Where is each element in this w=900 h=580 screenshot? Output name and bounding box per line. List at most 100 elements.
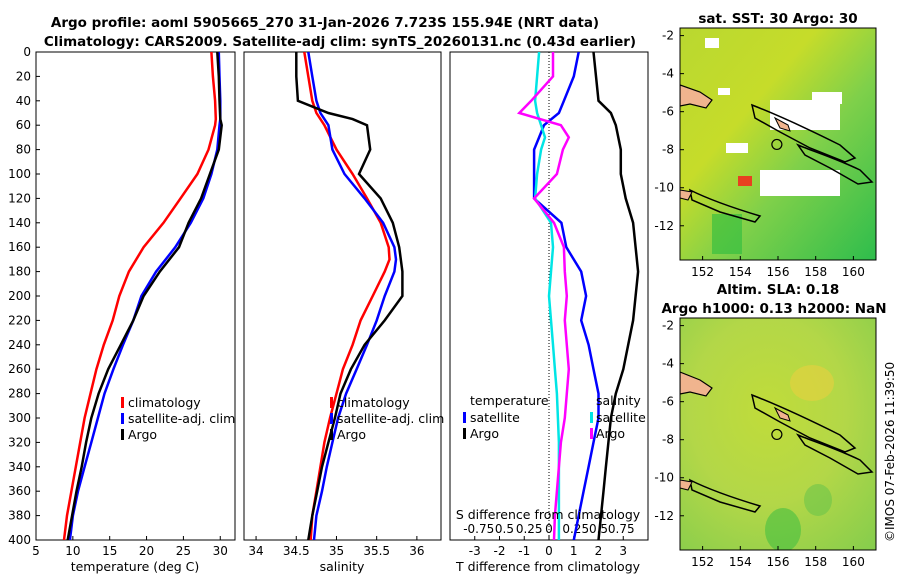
- t-difference-xlabel: T difference from climatology: [455, 559, 641, 574]
- sla-map-panel: Altim. SLA: 0.18 Argo h1000: 0.13 h2000:…: [654, 282, 886, 569]
- temperature-tick-labels: 5 10 15 20 25 30: [32, 536, 228, 558]
- figure-title-line1: Argo profile: aoml 5905665_270 31-Jan-20…: [51, 15, 599, 31]
- legend-climatology-swatch: [121, 397, 124, 408]
- bougainville-coast: [750, 103, 857, 163]
- cloud-gap: [760, 170, 840, 196]
- new-guinea-land: [680, 371, 713, 397]
- depth-tick-label: 0: [23, 45, 31, 59]
- legend-t-satellite-label: satellite: [470, 410, 520, 425]
- imos-credit: ©IMOS 07-Feb-2026 11:39:50: [883, 362, 897, 542]
- sst-field: [680, 28, 876, 260]
- salinity-series-satellite-adj-clim: [307, 52, 398, 540]
- legend-argo-swatch: [330, 429, 333, 440]
- depth-tick-label: 140: [8, 216, 31, 230]
- difference-series-salinity-satellite: [533, 52, 561, 540]
- lon-tick-label: 156: [767, 265, 790, 279]
- t-difference-tick-label: -1: [518, 544, 530, 558]
- lon-tick-label: 152: [691, 265, 714, 279]
- legend-satellite-label: satellite-adj. clim: [128, 411, 235, 426]
- depth-tick-label: 340: [8, 460, 31, 474]
- solomon-islands-coast: [795, 143, 874, 185]
- s-difference-tick-label: 0.5: [495, 522, 514, 536]
- png-land: [680, 189, 693, 201]
- depth-tick-label: 240: [8, 338, 31, 352]
- salinity-panel: 34 34.5 35 35.5 36 salinity climatology sate…: [243, 51, 444, 574]
- temperature-series-argo: [66, 52, 223, 540]
- lon-tick-label: 154: [729, 555, 752, 569]
- salinity-tick-label: 35: [329, 544, 344, 558]
- legend-salinity-title: salinity: [596, 393, 641, 408]
- png-land: [680, 479, 693, 491]
- sla-high: [790, 365, 834, 401]
- cloud-gap: [812, 92, 842, 104]
- solomon-islands-coast: [795, 433, 874, 475]
- lon-tick-label: 160: [842, 555, 865, 569]
- lon-tick-label: 160: [842, 265, 865, 279]
- legend-t-satellite-swatch: [463, 412, 466, 423]
- depth-tick-label: 400: [8, 533, 31, 547]
- t-difference-tick-label: 2: [595, 544, 603, 558]
- salinity-legend: climatology satellite-adj. clim Argo: [330, 395, 444, 442]
- difference-series-temperature-argo: [592, 52, 640, 540]
- salinity-xlabel: salinity: [320, 559, 365, 574]
- temperature-tick-label: 5: [32, 544, 40, 558]
- lat-tick-label: -4: [662, 67, 674, 81]
- png-coast: [688, 478, 762, 513]
- salinity-tick-labels: 34 34.5 35 35.5 36: [248, 536, 425, 558]
- s-difference-tick-labels: -0.75 0.5 0.25 0 0.25 0.5 0.75: [463, 522, 634, 536]
- depth-tick-label: 180: [8, 265, 31, 279]
- depth-tick-label: 200: [8, 289, 31, 303]
- bougainville-coast: [750, 393, 857, 453]
- sla-lon-tick-labels: 152 154 156 158 160: [691, 546, 865, 569]
- depth-tick-label: 100: [8, 167, 31, 181]
- lat-tick-label: -6: [662, 105, 674, 119]
- lat-tick-label: -2: [662, 319, 674, 333]
- depth-tick-label: 380: [8, 509, 31, 523]
- depth-tick-label: 80: [16, 143, 31, 157]
- legend-satellite-swatch: [121, 413, 124, 424]
- lon-tick-label: 152: [691, 555, 714, 569]
- difference-lines: [516, 52, 640, 540]
- depth-tick-label: 360: [8, 484, 31, 498]
- depth-tick-label: 220: [8, 313, 31, 327]
- legend-s-argo-swatch: [590, 428, 593, 439]
- temperature-tick-label: 15: [102, 544, 117, 558]
- temperature-tick-label: 10: [65, 544, 80, 558]
- legend-s-satellite-swatch: [590, 412, 593, 423]
- argo-position-marker: [771, 428, 783, 441]
- legend-climatology-label: climatology: [337, 395, 410, 410]
- cloud-gap: [718, 88, 730, 95]
- lon-tick-label: 158: [804, 555, 827, 569]
- temperature-panel: 0 20 40 60 80 100 120 140 160 180 200 220 240 260 280 3…: [8, 45, 236, 574]
- legend-argo-label: Argo: [337, 427, 366, 442]
- salinity-lines: [295, 52, 404, 540]
- s-difference-xlabel: S difference from climatology: [456, 507, 641, 522]
- s-difference-tick-label: 0.25: [516, 522, 543, 536]
- legend-climatology-label: climatology: [128, 395, 201, 410]
- s-difference-tick-label: 0.75: [608, 522, 635, 536]
- legend-t-argo-label: Argo: [470, 426, 499, 441]
- lon-tick-label: 156: [767, 555, 790, 569]
- cloud-gap: [705, 38, 719, 48]
- legend-s-argo-label: Argo: [596, 426, 625, 441]
- depth-tick-label: 120: [8, 191, 31, 205]
- lat-tick-label: -8: [662, 143, 674, 157]
- cloud-gap: [726, 143, 748, 153]
- temperature-lines: [62, 52, 223, 540]
- salinity-tick-label: 36: [409, 544, 424, 558]
- t-difference-tick-label: -3: [469, 544, 481, 558]
- depth-tick-labels: 0 20 40 60 80 100 120 140 160 180 200 220 240 260 280 3…: [8, 45, 40, 547]
- sla-map-title: Altim. SLA: 0.18: [717, 282, 839, 298]
- depth-tick-label: 60: [16, 118, 31, 132]
- png-coast: [688, 188, 762, 223]
- s-difference-tick-label: 0: [545, 522, 553, 536]
- legend-temperature-title: temperature: [470, 393, 549, 408]
- sst-lat-tick-labels: -2 -4 -6 -8 -10 -12: [654, 29, 684, 233]
- t-difference-tick-label: 0: [545, 544, 553, 558]
- t-difference-tick-label: 3: [619, 544, 627, 558]
- legend-t-argo-swatch: [463, 428, 466, 439]
- temperature-tick-label: 20: [139, 544, 154, 558]
- salinity-series-climatology: [303, 52, 391, 540]
- lat-tick-label: -10: [654, 471, 674, 485]
- difference-legend: temperature satellite Argo salinity sate…: [463, 393, 646, 441]
